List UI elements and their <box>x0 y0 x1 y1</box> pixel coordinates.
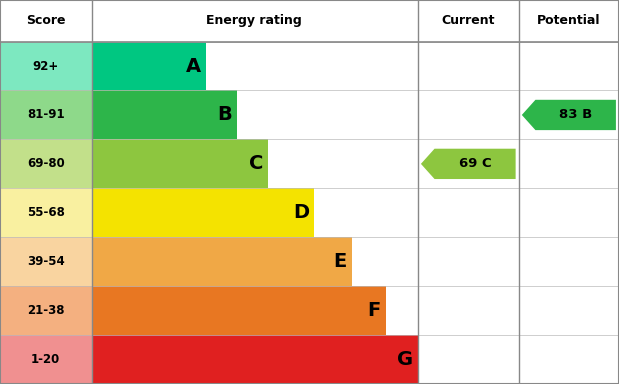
Bar <box>418 286 519 335</box>
Bar <box>418 41 519 91</box>
Text: 55-68: 55-68 <box>27 206 65 219</box>
Polygon shape <box>421 149 516 179</box>
Text: D: D <box>293 203 310 222</box>
Bar <box>92 41 418 91</box>
Text: Score: Score <box>26 14 66 27</box>
Text: 92+: 92+ <box>33 60 59 73</box>
Text: C: C <box>249 154 263 173</box>
Text: Current: Current <box>441 14 495 27</box>
Bar <box>0 0 619 41</box>
Bar <box>0 286 92 335</box>
Text: F: F <box>368 301 381 320</box>
Bar <box>92 91 418 139</box>
Bar <box>92 188 418 237</box>
Bar <box>92 139 268 188</box>
Bar <box>92 41 206 91</box>
Bar <box>418 237 519 286</box>
Text: 69 C: 69 C <box>459 157 491 170</box>
Bar <box>519 188 619 237</box>
Bar <box>92 237 418 286</box>
Bar <box>0 91 92 139</box>
Text: 81-91: 81-91 <box>27 108 64 121</box>
Bar <box>0 335 92 384</box>
Bar <box>92 286 386 335</box>
Bar <box>92 188 314 237</box>
Bar <box>519 286 619 335</box>
Bar <box>0 237 92 286</box>
Bar <box>92 237 352 286</box>
Bar <box>519 41 619 91</box>
Bar <box>92 139 418 188</box>
Bar <box>418 335 519 384</box>
Text: 69-80: 69-80 <box>27 157 64 170</box>
Bar <box>0 139 92 188</box>
Bar <box>418 188 519 237</box>
Text: E: E <box>334 252 347 271</box>
Text: A: A <box>186 56 201 76</box>
Text: 21-38: 21-38 <box>27 304 64 317</box>
Text: 39-54: 39-54 <box>27 255 64 268</box>
Text: Energy rating: Energy rating <box>206 14 301 27</box>
Text: 1-20: 1-20 <box>31 353 61 366</box>
Text: B: B <box>217 106 232 124</box>
Bar <box>92 286 418 335</box>
Bar <box>519 139 619 188</box>
Text: G: G <box>397 350 413 369</box>
Bar <box>0 41 92 91</box>
Polygon shape <box>522 100 616 130</box>
Bar <box>418 139 519 188</box>
Text: Potential: Potential <box>537 14 600 27</box>
Bar <box>92 335 418 384</box>
Bar <box>92 91 237 139</box>
Bar <box>519 237 619 286</box>
Bar <box>418 91 519 139</box>
Bar <box>519 91 619 139</box>
Bar <box>519 335 619 384</box>
Text: 83 B: 83 B <box>559 108 592 121</box>
Bar <box>92 335 418 384</box>
Bar <box>0 188 92 237</box>
